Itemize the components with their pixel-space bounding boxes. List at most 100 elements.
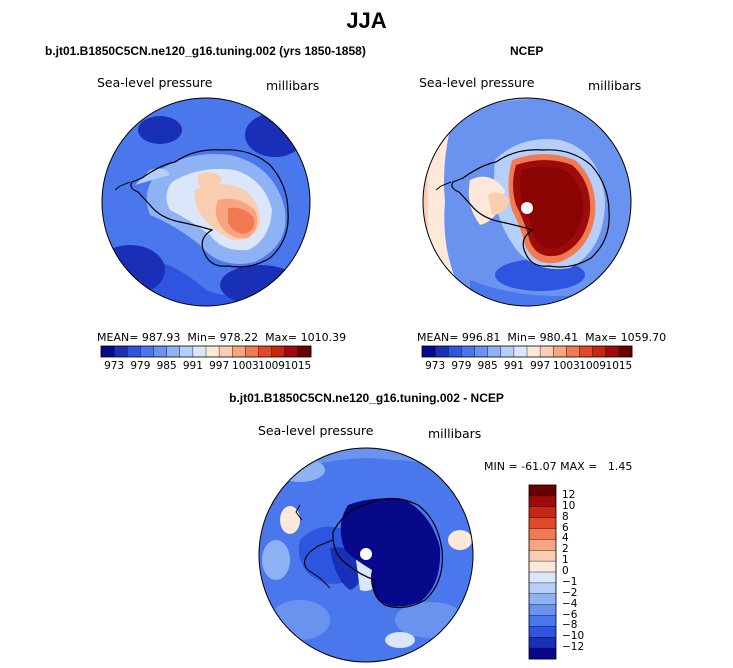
panel1-colorbar-tick-label: 997 — [209, 360, 230, 372]
panel2-title: NCEP — [510, 44, 544, 58]
panel3-colorbar-tick-label: −1 — [562, 575, 578, 588]
panel2-stats: MEAN= 996.81 Min= 980.41 Max= 1059.70 — [417, 331, 667, 344]
panel2-colorbar-tick-label: 1009 — [579, 360, 606, 372]
panel1-stats: MEAN= 987.93 Min= 978.22 Max= 1010.39 — [97, 331, 347, 344]
panel3-colorbar-swatch — [529, 637, 556, 649]
panel2-colorbar-swatch — [579, 346, 593, 357]
panel3-colorbar-tick-label: 12 — [562, 488, 576, 501]
panel3-colorbar-swatch — [529, 604, 556, 616]
panel3-colorbar-swatch — [529, 528, 556, 540]
panel3-colorbar-swatch — [529, 506, 556, 518]
panel3-colorbar-swatch — [529, 593, 556, 605]
panel1-colorbar-swatch — [284, 346, 299, 357]
panel1-colorbar-swatch — [232, 346, 246, 357]
panel3-colorbar-swatch — [529, 582, 556, 595]
panel1-colorbar-tick-label: 985 — [156, 360, 177, 372]
panel3-colorbar-swatch — [529, 539, 556, 551]
panel3-colorbar-swatch — [529, 550, 556, 562]
panel1-colorbar-tick-label: 991 — [182, 360, 203, 372]
panel3-colorbar-tick-label: −12 — [562, 641, 585, 654]
panel2-colorbar-swatch — [605, 346, 620, 357]
panel1-colorbar-swatch — [258, 346, 272, 357]
panel2-colorbar-tick-label: 985 — [477, 360, 498, 372]
panel1-colorbar-tick-label: 1009 — [258, 360, 285, 372]
panel3-colorbar-swatch — [529, 626, 556, 638]
panel2-colorbar-swatch — [553, 346, 567, 357]
panel2-colorbar-tick-label: 991 — [503, 360, 524, 372]
panel2-colorbar-tick-label: 997 — [530, 360, 551, 372]
panel2-colorbar-swatch — [618, 346, 633, 357]
panel3-colorbar-tick-label: −6 — [562, 608, 578, 621]
panel2-colorbar-swatch — [474, 346, 488, 357]
panel3-colorbar-tick-label: 2 — [562, 543, 569, 556]
panel2-colorbar-tick-label: 973 — [425, 360, 446, 372]
panel1-map — [101, 97, 311, 307]
panel3-colorbar-tick-label: 1 — [562, 554, 569, 567]
panel2-colorbar-swatch — [566, 346, 580, 357]
panel2-colorbar-swatch — [487, 346, 502, 357]
panel1-colorbar-swatch — [114, 346, 128, 357]
panel3-colorbar-swatch — [529, 572, 556, 584]
panel3-units: millibars — [428, 426, 482, 441]
panel1-colorbar-swatch — [153, 346, 167, 357]
panel1-units: millibars — [266, 78, 320, 93]
panel2-colorbar-swatch — [592, 346, 607, 357]
panel3-title: b.jt01.B1850C5CN.ne120_g16.tuning.002 - … — [229, 391, 504, 405]
panel3-colorbar-swatch — [529, 615, 556, 627]
panel1-colorbar-tick-label: 1015 — [284, 360, 312, 372]
panel2-colorbar-tick-label: 1015 — [605, 360, 633, 372]
panel3-colorbar-tick-label: −10 — [562, 630, 585, 643]
panel1-colorbar — [100, 345, 312, 358]
panel3-colorbar-swatch — [529, 517, 556, 529]
panel1-colorbar-swatch — [101, 346, 115, 357]
panel1-colorbar-swatch — [245, 346, 259, 357]
panel3-colorbar-swatch — [529, 495, 556, 508]
panel2-units: millibars — [588, 78, 642, 93]
panel1-colorbar-swatch — [127, 346, 141, 357]
panel3-colorbar-swatch — [529, 648, 556, 660]
panel3-stats: MIN = -61.07 MAX = 1.45 — [484, 460, 633, 473]
panel3-colorbar-tick-label: 10 — [562, 499, 576, 512]
panel3-field-label: Sea-level pressure — [258, 423, 374, 438]
panel3-colorbar-tick-label: 6 — [562, 521, 569, 534]
panel1-colorbar-swatch — [271, 346, 286, 357]
panel2-colorbar — [421, 345, 633, 358]
panel3-colorbar-tick-label: 0 — [562, 565, 569, 577]
panel1-colorbar-swatch — [179, 346, 194, 357]
panel2-colorbar-swatch — [527, 346, 541, 357]
panel3-colorbar-tick-label: −4 — [562, 597, 578, 610]
panel1-colorbar-tick-label: 979 — [130, 360, 151, 372]
figure-title: JJA — [346, 8, 387, 33]
panel3-colorbar-tick-label: −2 — [562, 586, 578, 599]
panel3-colorbar — [528, 484, 557, 660]
panel1-colorbar-swatch — [206, 346, 220, 357]
panel2-colorbar-swatch — [448, 346, 462, 357]
panel2-colorbar-swatch — [540, 346, 554, 357]
panel2-colorbar-tick-label: 979 — [451, 360, 472, 372]
panel1-title: b.jt01.B1850C5CN.ne120_g16.tuning.002 (y… — [45, 44, 366, 58]
panel2-colorbar-swatch — [461, 346, 475, 357]
panel3-pole-mask — [360, 548, 372, 560]
panel2-pole-mask — [521, 202, 533, 214]
panel2-colorbar-swatch — [422, 346, 436, 357]
panel3-colorbar-swatch — [529, 561, 556, 573]
panel1-colorbar-swatch — [219, 346, 233, 357]
panel3-colorbar-swatch — [529, 485, 556, 497]
panel2-colorbar-tick-label: 1003 — [553, 360, 580, 372]
panel2-colorbar-swatch — [500, 346, 515, 357]
panel1-colorbar-swatch — [166, 346, 181, 357]
panel2-map — [422, 97, 632, 307]
panel1-colorbar-tick-label: 1003 — [232, 360, 259, 372]
panel2-field-label: Sea-level pressure — [419, 75, 535, 90]
panel2-colorbar-swatch — [513, 346, 528, 357]
panel1-field-label: Sea-level pressure — [97, 75, 213, 90]
panel3-colorbar-tick-label: 8 — [562, 510, 569, 523]
panel1-colorbar-swatch — [192, 346, 207, 357]
panel1-colorbar-swatch — [140, 346, 154, 357]
panel1-colorbar-swatch — [297, 346, 312, 357]
panel2-colorbar-swatch — [435, 346, 449, 357]
panel3-colorbar-tick-label: −8 — [562, 619, 578, 632]
panel3-colorbar-tick-label: 4 — [562, 532, 569, 545]
panel1-colorbar-tick-label: 973 — [104, 360, 125, 372]
